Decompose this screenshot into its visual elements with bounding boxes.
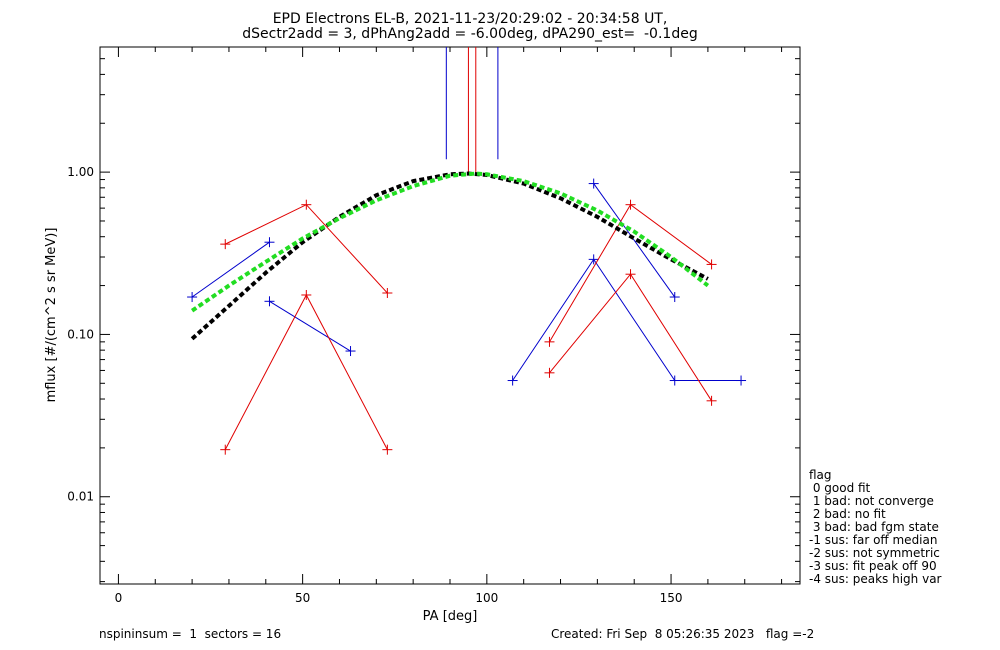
plot-frame <box>99 46 801 585</box>
footer-left: nspininsum = 1 sectors = 16 <box>99 627 282 641</box>
x-tick-label: 150 <box>660 591 683 605</box>
x-tick-label: 50 <box>295 591 310 605</box>
series-line <box>225 204 388 294</box>
y-tick-label: 0.01 <box>67 490 94 504</box>
chart-title-line-1: EPD Electrons EL-B, 2021-11-23/20:29:02 … <box>272 11 668 27</box>
flag-legend-item: 3 bad: bad fgm state <box>809 520 939 534</box>
series-line <box>512 258 742 382</box>
flag-legend-item: -2 sus: not symmetric <box>809 546 940 560</box>
chart-title-line-2: dSectr2add = 3, dPhAng2add = -6.00deg, d… <box>242 26 698 42</box>
flag-legend: flag 0 good fit 1 bad: not converge 2 ba… <box>809 469 941 586</box>
data-series <box>187 47 747 455</box>
footer-right: Created: Fri Sep 8 05:26:35 2023 flag =-… <box>551 627 815 641</box>
series-line <box>593 183 676 298</box>
flag-legend-item: -4 sus: peaks high var <box>809 572 942 586</box>
y-axis-label: mflux [#/(cm^2 s sr MeV)] <box>44 228 59 403</box>
y-tick-label: 1.00 <box>67 165 94 179</box>
x-tick-label: 0 <box>115 591 123 605</box>
flag-legend-item: 0 good fit <box>809 481 871 495</box>
flag-legend-item: -3 sus: fit peak off 90 <box>809 559 937 573</box>
series-line <box>191 241 270 298</box>
axis-ticks: 0 50 100 150 0.01 0.10 1.00 <box>67 47 800 605</box>
y-tick-label: 0.10 <box>67 327 94 341</box>
series-line <box>549 273 713 402</box>
flag-legend-item: 2 bad: no fit <box>809 507 886 521</box>
flag-legend-item: 1 bad: not converge <box>809 494 934 508</box>
fit-curve <box>190 171 710 313</box>
flag-legend-item: -1 sus: far off median <box>809 533 938 547</box>
x-tick-label: 100 <box>475 591 498 605</box>
series-line <box>269 300 351 352</box>
flag-legend-heading: flag <box>809 468 832 482</box>
fit-curve <box>190 171 709 341</box>
x-axis-label: PA [deg] <box>423 609 478 624</box>
series-line <box>224 293 388 450</box>
